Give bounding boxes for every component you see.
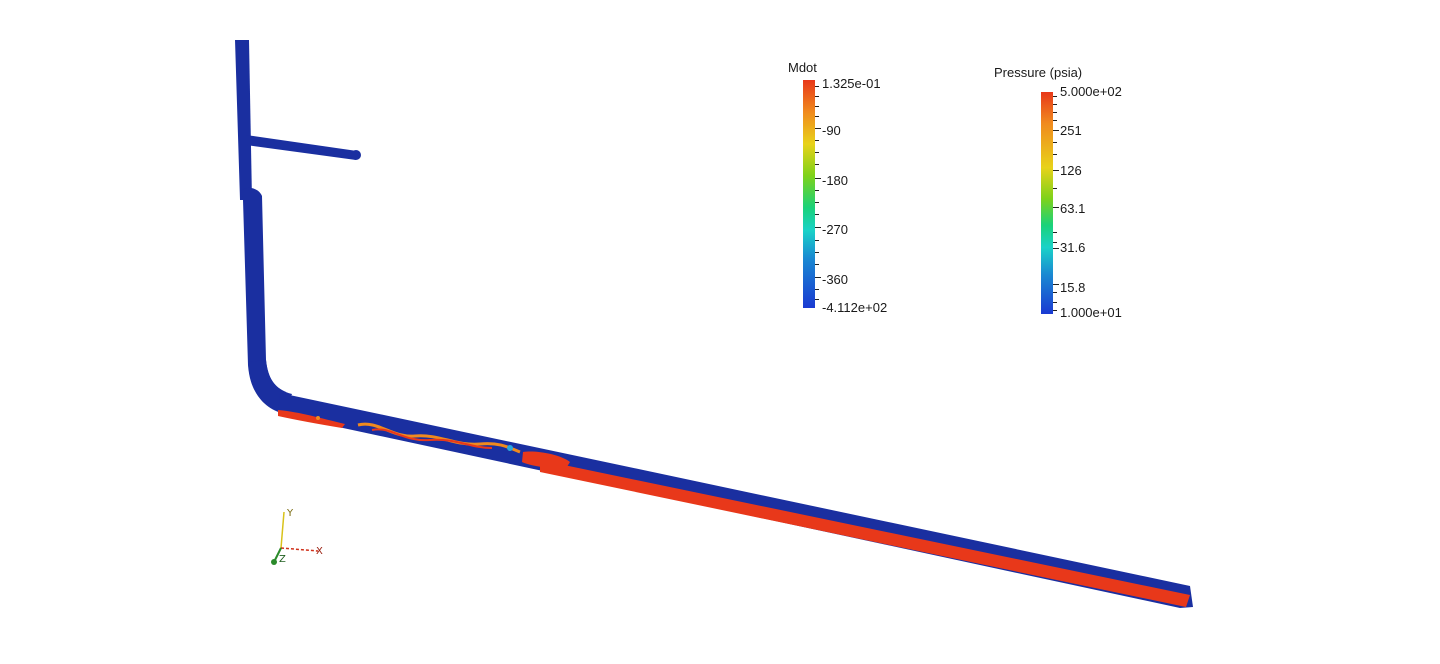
mdot-ticks bbox=[815, 80, 821, 308]
axis-z-label: Z bbox=[279, 554, 286, 565]
mdot-label-360: -360 bbox=[822, 272, 849, 287]
mdot-legend-title: Mdot bbox=[788, 60, 817, 75]
red-liquid-stripe bbox=[540, 460, 1190, 607]
red-speckle-bend bbox=[278, 410, 345, 428]
pressure-label-15: 15.8 bbox=[1060, 280, 1086, 295]
x-axis-line bbox=[280, 547, 319, 552]
vertical-pipe-upper bbox=[235, 40, 252, 200]
side-branch-pipe bbox=[246, 135, 357, 160]
y-axis-line bbox=[280, 511, 285, 549]
orientation-axes-widget: Y X Z bbox=[271, 508, 323, 565]
pressure-label-min: 1.000e+01 bbox=[1060, 305, 1122, 320]
orange-wave-2 bbox=[371, 428, 493, 449]
pressure-label-251: 251 bbox=[1060, 123, 1082, 138]
mdot-colorbar bbox=[803, 80, 815, 308]
pressure-colorbar bbox=[1041, 92, 1053, 314]
mdot-label-min: -4.112e+02 bbox=[822, 300, 888, 315]
mdot-label-270: -270 bbox=[822, 222, 849, 237]
mdot-label-180: -180 bbox=[822, 173, 849, 188]
pressure-label-63: 63.1 bbox=[1060, 201, 1086, 216]
pressure-ticks bbox=[1053, 92, 1059, 314]
pressure-label-126: 126 bbox=[1060, 163, 1082, 178]
pressure-label-31: 31.6 bbox=[1060, 240, 1086, 255]
red-slug bbox=[522, 451, 570, 470]
vertical-pipe-lower bbox=[241, 187, 286, 412]
pressure-label-max: 5.000e+02 bbox=[1060, 84, 1122, 99]
mdot-label-max: 1.325e-01 bbox=[822, 76, 881, 91]
axis-y-label: Y bbox=[286, 508, 294, 519]
pressure-legend-title: Pressure (psia) bbox=[994, 65, 1083, 80]
axis-x-label: X bbox=[316, 546, 323, 557]
mdot-label-90: -90 bbox=[822, 123, 841, 138]
